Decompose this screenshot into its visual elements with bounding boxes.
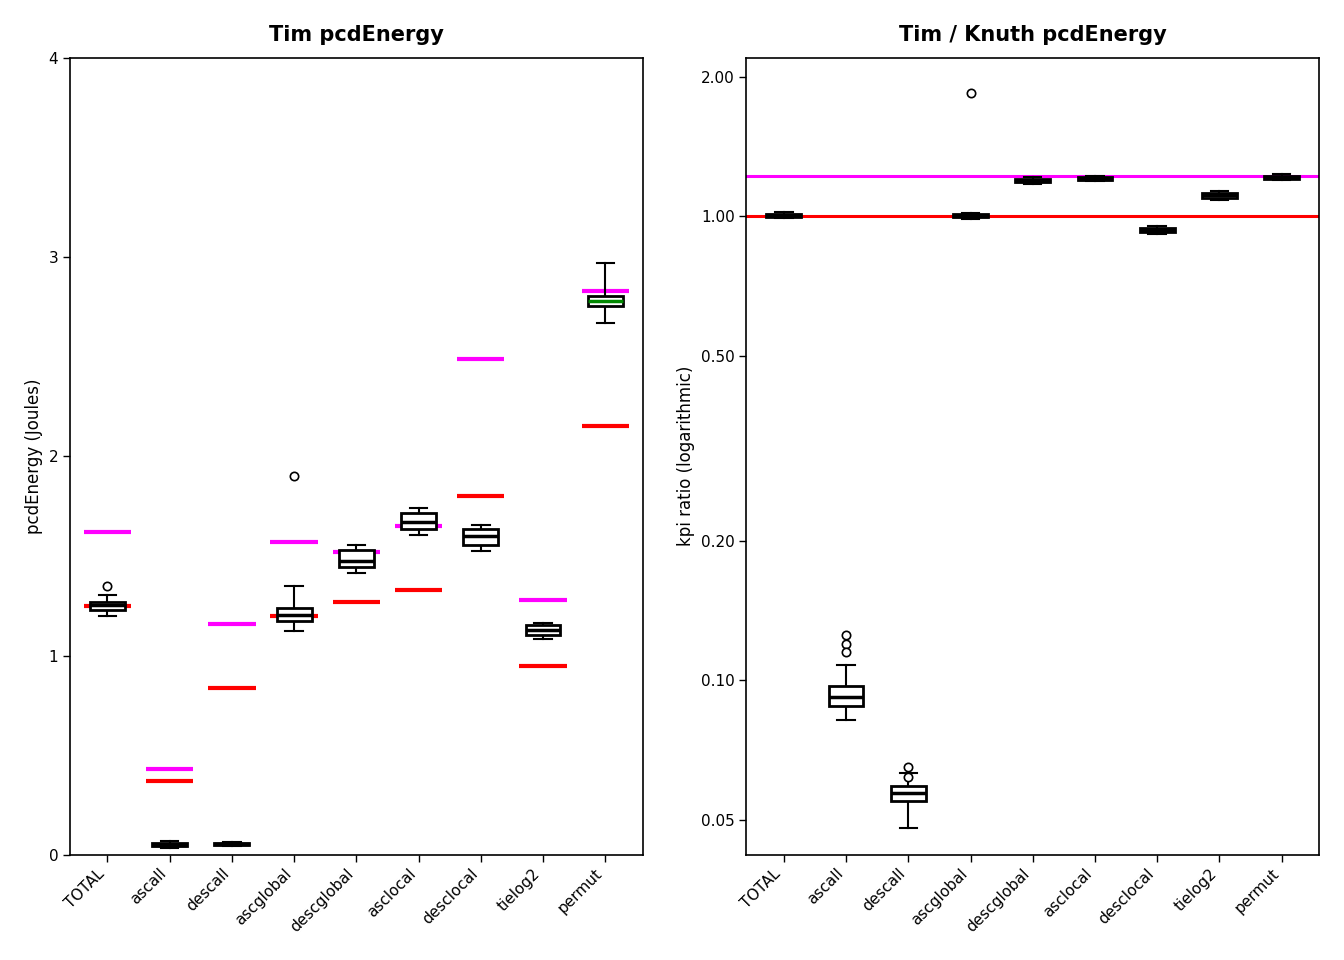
Bar (1015, 179, 1050, 182)
Bar (526, 625, 560, 635)
Bar (339, 550, 374, 567)
Bar (587, 296, 622, 306)
Bar (1140, 228, 1175, 232)
Title: Tim pcdEnergy: Tim pcdEnergy (269, 25, 444, 45)
Y-axis label: kpi ratio (logarithmic): kpi ratio (logarithmic) (677, 366, 695, 546)
Bar (1265, 176, 1300, 179)
Bar (215, 843, 250, 845)
Bar (152, 844, 187, 846)
Title: Tim / Knuth pcdEnergy: Tim / Knuth pcdEnergy (899, 25, 1167, 45)
Bar (1202, 193, 1236, 198)
Bar (829, 686, 863, 706)
Bar (1078, 178, 1113, 180)
Bar (90, 602, 125, 610)
Bar (277, 608, 312, 621)
Bar (401, 513, 435, 529)
Bar (891, 786, 926, 801)
Bar (953, 214, 988, 217)
Bar (464, 529, 499, 545)
Bar (766, 214, 801, 217)
Y-axis label: pcdEnergy (Joules): pcdEnergy (Joules) (26, 378, 43, 534)
